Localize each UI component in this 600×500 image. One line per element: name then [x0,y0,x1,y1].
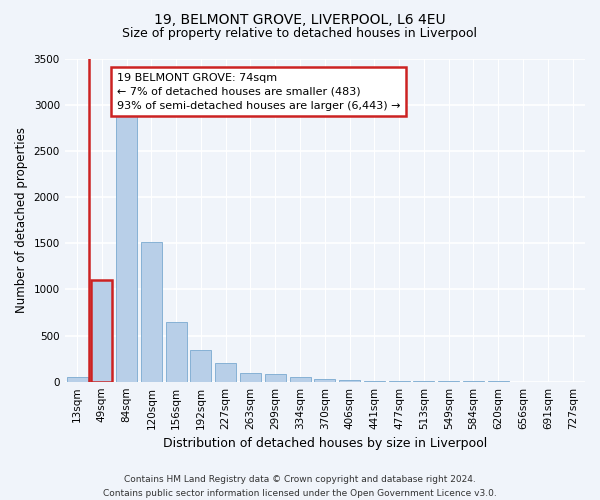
Bar [91,280,112,382]
X-axis label: Distribution of detached houses by size in Liverpool: Distribution of detached houses by size … [163,437,487,450]
Text: 19 BELMONT GROVE: 74sqm
← 7% of detached houses are smaller (483)
93% of semi-de: 19 BELMONT GROVE: 74sqm ← 7% of detached… [117,73,400,111]
Bar [91,280,112,382]
Bar [265,374,286,382]
Bar [141,242,162,382]
Bar [67,376,88,382]
Y-axis label: Number of detached properties: Number of detached properties [15,128,28,314]
Bar [190,350,211,382]
Bar [116,110,137,382]
Text: Size of property relative to detached houses in Liverpool: Size of property relative to detached ho… [122,28,478,40]
Text: 19, BELMONT GROVE, LIVERPOOL, L6 4EU: 19, BELMONT GROVE, LIVERPOOL, L6 4EU [154,12,446,26]
Bar [339,380,360,382]
Bar [364,381,385,382]
Bar [314,380,335,382]
Text: Contains HM Land Registry data © Crown copyright and database right 2024.
Contai: Contains HM Land Registry data © Crown c… [103,476,497,498]
Bar [240,373,261,382]
Bar [166,322,187,382]
Bar [290,377,311,382]
Bar [215,363,236,382]
